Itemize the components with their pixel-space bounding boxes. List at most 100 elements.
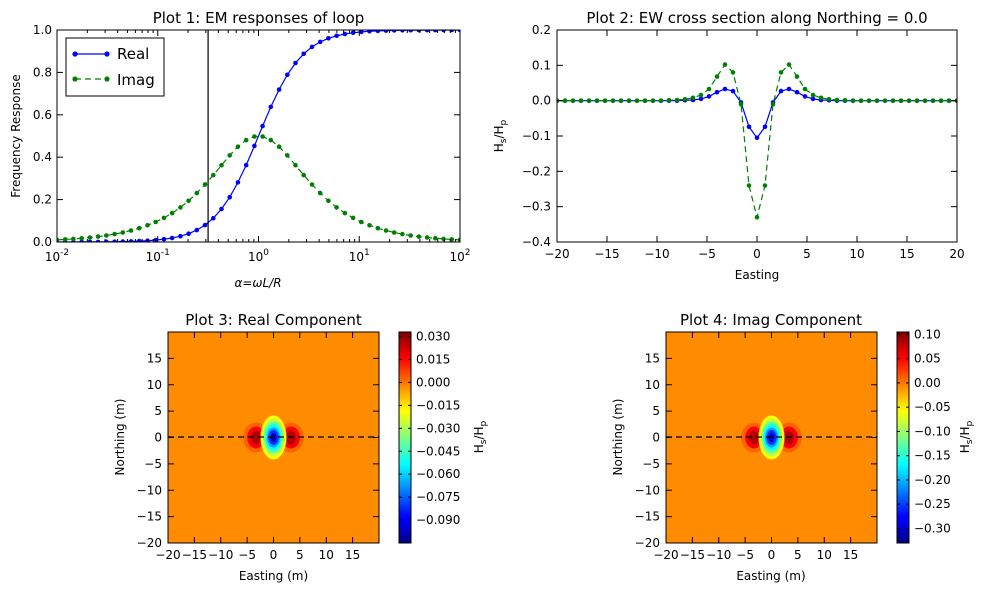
data-point-real — [219, 206, 224, 212]
plot-4-colorbar-tick: −0.30 — [914, 521, 951, 535]
plot-2-ytick: 0.2 — [532, 23, 551, 37]
data-point-real — [211, 215, 216, 221]
plot-2-data-point — [698, 96, 704, 102]
plot-3-colorbar-tick: −0.015 — [416, 398, 460, 412]
plot-4-xtick: −5 — [736, 548, 754, 562]
plot-2-ylabel: Hs/Hp — [492, 119, 509, 152]
plot-3-xlabel: Easting (m) — [239, 569, 308, 583]
plot-4-ytick: −20 — [635, 536, 660, 550]
data-point-imag — [400, 231, 405, 237]
plot-2-data-point — [770, 101, 776, 107]
data-point-real — [186, 231, 191, 236]
plot-2-xtick: 15 — [899, 247, 914, 261]
plot-2-xtick: −10 — [644, 247, 669, 261]
plot-2-data-point — [578, 98, 584, 103]
plot-4-colorbar-tick: −0.20 — [914, 473, 951, 487]
plot-1-legend: Real Imag — [65, 37, 165, 97]
plot-3-xtick: 0 — [270, 548, 278, 562]
plot-2-data-point — [706, 86, 712, 92]
data-point-real — [153, 237, 158, 242]
plot-2-data-point — [562, 98, 568, 103]
data-point-imag — [383, 228, 389, 233]
data-point-imag — [62, 237, 68, 242]
plot-4-xtick: 15 — [843, 548, 858, 562]
plot-4-colorbar-tick: −0.05 — [914, 400, 951, 414]
data-point-imag — [317, 190, 323, 196]
data-point-real — [169, 235, 175, 241]
plot-1-ytick: 1.0 — [33, 23, 52, 37]
data-point-imag — [202, 182, 208, 187]
plot-2-data-point — [802, 94, 808, 99]
data-point-imag — [194, 190, 200, 196]
plot-2-data-point — [602, 98, 608, 103]
data-point-real — [408, 30, 413, 33]
data-point-real — [367, 30, 372, 34]
plot-2-ytick: −0.4 — [522, 235, 551, 249]
plot-2-xtick: 20 — [949, 247, 964, 261]
plot-2-data-point — [682, 97, 688, 102]
plot-4-xlabel: Easting (m) — [736, 569, 805, 583]
plot-1-ylabel: Frequency Response — [9, 74, 23, 197]
data-point-real — [136, 238, 142, 242]
data-point-imag — [301, 172, 307, 178]
data-point-real — [178, 233, 183, 239]
plot-4-colorbar-tick: 0.10 — [914, 327, 941, 341]
plot-3-colorbar-tick: −0.060 — [416, 467, 460, 481]
plot-2-xtick: −5 — [698, 247, 716, 261]
data-point-imag — [57, 237, 60, 242]
plot-3-ytick: −10 — [137, 483, 162, 497]
data-point-real — [243, 162, 249, 168]
plot-4-colorbar-tick: −0.25 — [914, 497, 951, 511]
plot-2-data-point — [706, 94, 712, 99]
plot-4-colorbar-label: Hs/Hp — [958, 420, 975, 453]
plot-3-xtick: −10 — [208, 548, 233, 562]
plot-2-data-point — [722, 62, 728, 67]
data-point-imag — [342, 210, 348, 216]
plot-4-colorbar-tick: 0.00 — [914, 376, 941, 390]
data-point-real — [391, 30, 397, 33]
plot-2-data-point — [882, 98, 888, 103]
plot-4-title: Plot 4: Imag Component — [680, 311, 862, 329]
plot-4: Plot 4: Imag Component −20 −15 −10 −5 0 5 10 15… — [611, 311, 975, 583]
plot-3-xtick: 15 — [345, 548, 360, 562]
plot-3-colorbar-tick: 0.000 — [416, 375, 450, 389]
data-point-real — [268, 104, 274, 110]
plot-3-ytick: 10 — [147, 378, 162, 392]
plot-2-ytick: −0.3 — [522, 200, 551, 214]
plot-2-data-point — [722, 86, 728, 92]
plot-2-data-point — [690, 95, 696, 101]
plot-1-xtick: 10-2 — [45, 248, 69, 264]
plot-1-xtick: 100 — [248, 248, 269, 264]
data-point-real — [424, 30, 430, 33]
plot-2-data-point — [922, 98, 928, 103]
plot-3-ytick: 5 — [154, 404, 162, 418]
plot-4-ytick: 15 — [645, 351, 660, 365]
plot-2-xtick: 0 — [753, 247, 761, 261]
data-point-imag — [375, 225, 381, 231]
plot-2-data-point — [794, 89, 800, 95]
data-point-imag — [178, 205, 183, 210]
data-point-real — [120, 239, 126, 242]
plot-3-ytick: 15 — [147, 351, 162, 365]
plot-2-data-point — [746, 183, 752, 188]
plot-3-xtick: −15 — [182, 548, 207, 562]
data-point-imag — [457, 237, 460, 242]
data-point-imag — [161, 215, 167, 221]
plot-4-ylabel: Northing (m) — [611, 399, 625, 476]
plot-2-data-point — [610, 98, 616, 103]
plot-2-data-point — [658, 98, 664, 103]
data-point-real — [375, 30, 381, 34]
plot-2-xtick: 5 — [803, 247, 811, 261]
data-point-imag — [424, 235, 430, 240]
data-point-real — [161, 236, 167, 242]
data-point-real — [128, 239, 134, 242]
plot-2-data-point — [938, 98, 944, 103]
plot-2-data-point — [898, 98, 904, 103]
plot-3: Plot 3: Real Component −20 −15 −10 −5 0 5 10 15… — [113, 311, 489, 583]
plot-2-ytick: −0.1 — [522, 129, 551, 143]
plot-1-xlabel: α=ωL/R — [234, 276, 281, 290]
data-point-imag — [243, 137, 249, 143]
plot-4-xtick: 10 — [817, 548, 832, 562]
plot-2-ytick: 0.0 — [532, 94, 551, 108]
